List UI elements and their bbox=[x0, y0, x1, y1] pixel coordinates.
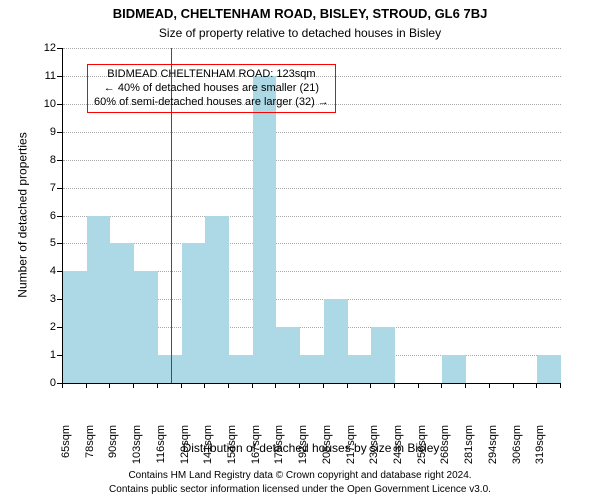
x-tick-mark bbox=[370, 383, 371, 388]
bar bbox=[348, 355, 372, 383]
x-tick-mark bbox=[109, 383, 110, 388]
y-tick-label: 3 bbox=[32, 293, 56, 305]
y-tick-label: 11 bbox=[32, 70, 56, 82]
x-tick-label: 116sqm bbox=[155, 425, 167, 485]
y-tick-label: 12 bbox=[32, 42, 56, 54]
y-tick-mark bbox=[57, 355, 62, 356]
x-tick-mark bbox=[181, 383, 182, 388]
bar bbox=[205, 216, 229, 384]
annotation-box: BIDMEAD CHELTENHAM ROAD: 123sqm ← 40% of… bbox=[87, 64, 336, 113]
y-tick-mark bbox=[57, 76, 62, 77]
bar bbox=[324, 299, 348, 383]
bar bbox=[253, 76, 277, 383]
gridline bbox=[63, 48, 561, 49]
y-tick-mark bbox=[57, 216, 62, 217]
y-tick-mark bbox=[57, 160, 62, 161]
x-tick-label: 90sqm bbox=[107, 425, 119, 485]
x-tick-mark bbox=[133, 383, 134, 388]
x-tick-mark bbox=[323, 383, 324, 388]
y-tick-label: 2 bbox=[32, 321, 56, 333]
chart-subtitle: Size of property relative to detached ho… bbox=[0, 26, 600, 40]
x-tick-mark bbox=[252, 383, 253, 388]
footer-line2: Contains public sector information licen… bbox=[0, 484, 600, 495]
x-tick-label: 306sqm bbox=[511, 425, 523, 485]
bar bbox=[134, 271, 158, 383]
bar bbox=[182, 243, 206, 383]
x-tick-label: 167sqm bbox=[250, 425, 262, 485]
y-tick-mark bbox=[57, 327, 62, 328]
x-tick-mark bbox=[513, 383, 514, 388]
x-tick-label: 78sqm bbox=[84, 425, 96, 485]
x-tick-label: 205sqm bbox=[321, 425, 333, 485]
x-tick-mark bbox=[394, 383, 395, 388]
y-tick-label: 10 bbox=[32, 98, 56, 110]
gridline bbox=[63, 132, 561, 133]
x-tick-label: 141sqm bbox=[202, 425, 214, 485]
gridline bbox=[63, 243, 561, 244]
y-tick-label: 1 bbox=[32, 349, 56, 361]
bar bbox=[442, 355, 466, 383]
bar bbox=[537, 355, 561, 383]
x-tick-mark bbox=[418, 383, 419, 388]
y-tick-mark bbox=[57, 243, 62, 244]
y-tick-label: 7 bbox=[32, 182, 56, 194]
x-tick-mark bbox=[228, 383, 229, 388]
x-tick-label: 65sqm bbox=[60, 425, 72, 485]
x-tick-mark bbox=[275, 383, 276, 388]
x-tick-label: 192sqm bbox=[297, 425, 309, 485]
y-tick-mark bbox=[57, 271, 62, 272]
chart-title: BIDMEAD, CHELTENHAM ROAD, BISLEY, STROUD… bbox=[0, 6, 600, 21]
gridline bbox=[63, 160, 561, 161]
y-tick-mark bbox=[57, 48, 62, 49]
bar bbox=[110, 243, 134, 383]
y-tick-label: 9 bbox=[32, 126, 56, 138]
x-tick-mark bbox=[347, 383, 348, 388]
y-tick-mark bbox=[57, 104, 62, 105]
x-tick-mark bbox=[560, 383, 561, 388]
x-tick-mark bbox=[86, 383, 87, 388]
gridline bbox=[63, 188, 561, 189]
y-tick-mark bbox=[57, 188, 62, 189]
x-tick-mark bbox=[441, 383, 442, 388]
chart-container: BIDMEAD, CHELTENHAM ROAD, BISLEY, STROUD… bbox=[0, 0, 600, 500]
x-tick-mark bbox=[465, 383, 466, 388]
x-tick-label: 230sqm bbox=[368, 425, 380, 485]
x-tick-label: 256sqm bbox=[416, 425, 428, 485]
y-tick-label: 4 bbox=[32, 265, 56, 277]
x-tick-label: 243sqm bbox=[392, 425, 404, 485]
bar bbox=[371, 327, 395, 383]
x-tick-mark bbox=[536, 383, 537, 388]
bar bbox=[63, 271, 87, 383]
x-tick-mark bbox=[204, 383, 205, 388]
y-tick-label: 6 bbox=[32, 210, 56, 222]
bar bbox=[300, 355, 324, 383]
x-tick-label: 129sqm bbox=[179, 425, 191, 485]
x-tick-mark bbox=[489, 383, 490, 388]
x-tick-mark bbox=[157, 383, 158, 388]
x-tick-label: 268sqm bbox=[439, 425, 451, 485]
y-axis-title: Number of detached properties bbox=[15, 47, 29, 382]
bar bbox=[276, 327, 300, 383]
annotation-line2: ← 40% of detached houses are smaller (21… bbox=[94, 82, 329, 96]
y-tick-label: 5 bbox=[32, 237, 56, 249]
bar bbox=[229, 355, 253, 383]
x-tick-label: 294sqm bbox=[487, 425, 499, 485]
x-tick-mark bbox=[299, 383, 300, 388]
annotation-line3: 60% of semi-detached houses are larger (… bbox=[94, 96, 329, 110]
y-tick-mark bbox=[57, 132, 62, 133]
x-tick-label: 154sqm bbox=[226, 425, 238, 485]
y-tick-label: 8 bbox=[32, 154, 56, 166]
x-tick-label: 281sqm bbox=[463, 425, 475, 485]
x-tick-label: 179sqm bbox=[273, 425, 285, 485]
x-tick-mark bbox=[62, 383, 63, 388]
bar bbox=[158, 355, 182, 383]
y-tick-mark bbox=[57, 299, 62, 300]
x-tick-label: 103sqm bbox=[131, 425, 143, 485]
y-tick-label: 0 bbox=[32, 377, 56, 389]
annotation-line1: BIDMEAD CHELTENHAM ROAD: 123sqm bbox=[94, 68, 329, 82]
x-tick-label: 319sqm bbox=[534, 425, 546, 485]
gridline bbox=[63, 216, 561, 217]
bar bbox=[87, 216, 111, 384]
x-tick-label: 217sqm bbox=[345, 425, 357, 485]
